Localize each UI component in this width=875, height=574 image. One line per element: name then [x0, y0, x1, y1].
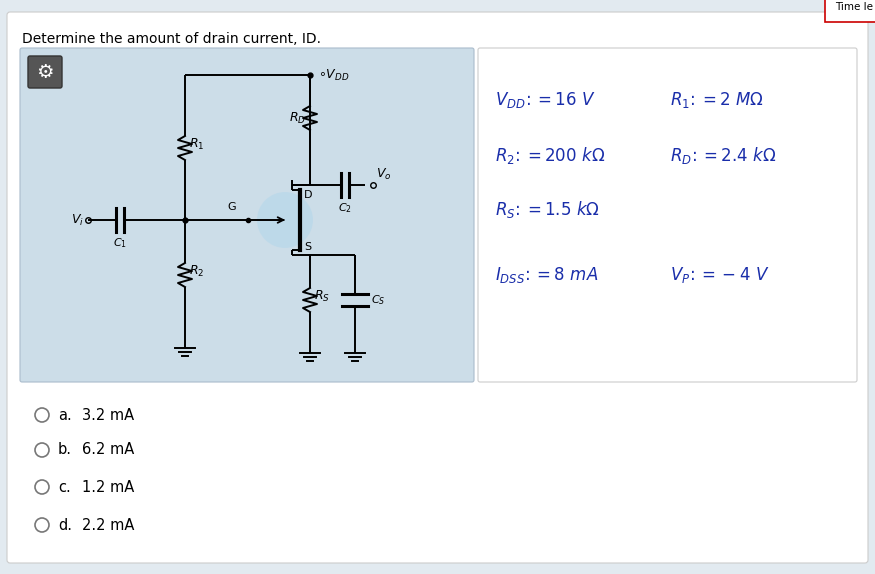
Text: $C_S$: $C_S$	[371, 293, 386, 307]
Text: $I_{DSS}\!:=8\ mA$: $I_{DSS}\!:=8\ mA$	[495, 265, 598, 285]
Circle shape	[35, 443, 49, 457]
Circle shape	[35, 480, 49, 494]
Text: $\circ V_{DD}$: $\circ V_{DD}$	[318, 68, 349, 83]
Text: $V_i$: $V_i$	[71, 212, 84, 227]
Text: $V_o$: $V_o$	[376, 167, 391, 182]
Circle shape	[35, 408, 49, 422]
FancyBboxPatch shape	[478, 48, 857, 382]
Text: Time le: Time le	[835, 2, 873, 12]
Text: 1.2 mA: 1.2 mA	[82, 479, 134, 494]
Text: $C_1$: $C_1$	[113, 236, 127, 250]
Text: $R_D$: $R_D$	[289, 110, 306, 126]
Text: $V_P\!:=-4\ V$: $V_P\!:=-4\ V$	[670, 265, 769, 285]
Text: G: G	[228, 202, 236, 212]
Text: $V_{DD}\!:=16\ V$: $V_{DD}\!:=16\ V$	[495, 90, 596, 110]
Text: D: D	[304, 190, 312, 200]
Text: d.: d.	[58, 518, 72, 533]
Text: $R_1\!:=2\ M\Omega$: $R_1\!:=2\ M\Omega$	[670, 90, 764, 110]
FancyBboxPatch shape	[20, 48, 474, 382]
Text: $R_1$: $R_1$	[189, 137, 205, 152]
Text: $R_S$: $R_S$	[314, 289, 330, 304]
Text: 2.2 mA: 2.2 mA	[82, 518, 135, 533]
Text: Determine the amount of drain current, ID.: Determine the amount of drain current, I…	[22, 32, 321, 46]
Text: 3.2 mA: 3.2 mA	[82, 408, 134, 422]
Text: $R_2$: $R_2$	[189, 263, 204, 278]
Text: $R_2\!:=200\ k\Omega$: $R_2\!:=200\ k\Omega$	[495, 145, 606, 165]
Circle shape	[35, 518, 49, 532]
Text: c.: c.	[58, 479, 71, 494]
Text: 6.2 mA: 6.2 mA	[82, 443, 134, 457]
Text: $C_2$: $C_2$	[338, 201, 352, 215]
Text: S: S	[304, 242, 312, 252]
Text: ⚙: ⚙	[36, 63, 53, 82]
Text: b.: b.	[58, 443, 72, 457]
Text: $R_D\!:=2.4\ k\Omega$: $R_D\!:=2.4\ k\Omega$	[670, 145, 776, 165]
FancyBboxPatch shape	[7, 12, 868, 563]
Circle shape	[257, 192, 313, 248]
FancyBboxPatch shape	[28, 56, 62, 88]
Text: a.: a.	[58, 408, 72, 422]
Text: $R_S\!:=1.5\ k\Omega$: $R_S\!:=1.5\ k\Omega$	[495, 200, 600, 220]
